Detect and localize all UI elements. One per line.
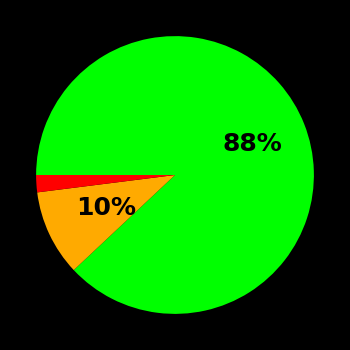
- Wedge shape: [36, 36, 314, 314]
- Wedge shape: [36, 175, 175, 192]
- Wedge shape: [37, 175, 175, 270]
- Text: 88%: 88%: [223, 132, 282, 156]
- Text: 10%: 10%: [76, 196, 136, 219]
